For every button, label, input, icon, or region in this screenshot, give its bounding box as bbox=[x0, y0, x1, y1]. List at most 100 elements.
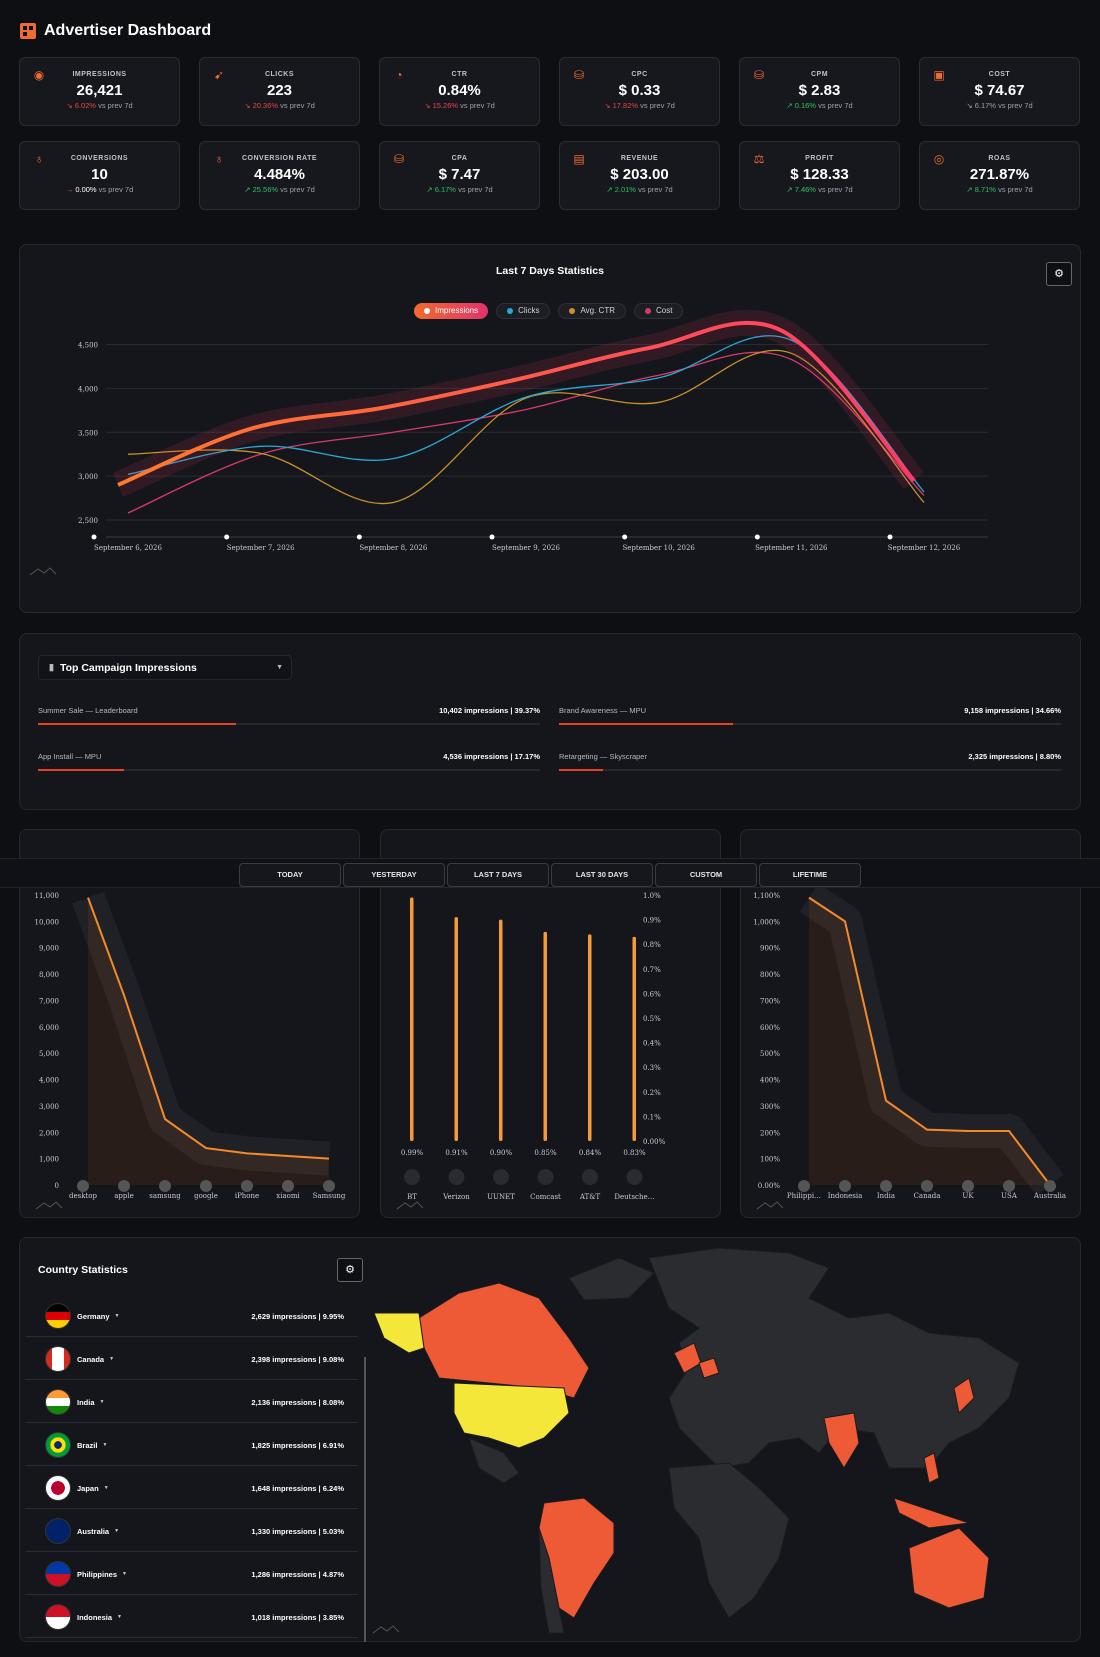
kpi-change-value: 6.17% bbox=[434, 185, 456, 194]
bar[interactable] bbox=[410, 897, 414, 1141]
bar[interactable] bbox=[632, 936, 637, 1141]
country-row-india[interactable]: India ▼ 2,136 impressions | 8.08% bbox=[25, 1382, 358, 1423]
map-region-mexico[interactable] bbox=[468, 1437, 520, 1484]
japan-flag-icon bbox=[45, 1475, 71, 1501]
kpi-change-value: 20.36% bbox=[252, 101, 279, 110]
y-tick-label: 0.4% bbox=[643, 1040, 661, 1048]
kpi-label: CPA bbox=[451, 155, 468, 162]
map-region-south-america-west[interactable] bbox=[538, 1527, 565, 1634]
legend-cost[interactable]: Cost bbox=[634, 303, 684, 319]
chevron-down-icon[interactable]: ▼ bbox=[103, 1485, 109, 1491]
chart-legend: Impressions Clicks Avg. CTR Cost bbox=[414, 303, 684, 319]
map-region-africa[interactable] bbox=[668, 1462, 790, 1619]
country-row-canada[interactable]: Canada ▼ 2,398 impressions | 9.08% bbox=[25, 1339, 358, 1380]
x-tick-dot bbox=[224, 534, 230, 540]
chevron-down-icon[interactable]: ▼ bbox=[109, 1356, 115, 1362]
bar[interactable] bbox=[499, 919, 503, 1141]
chevron-down-icon[interactable]: ▼ bbox=[102, 1442, 108, 1448]
trend-arrow-icon: ↘ bbox=[604, 101, 613, 110]
campaign-name: Summer Sale — Leaderboard bbox=[38, 706, 138, 715]
country-stat: 1,825 impressions | 6.91% bbox=[251, 1440, 344, 1450]
coins-icon: ⛁ bbox=[393, 152, 405, 166]
legend-clicks[interactable]: Clicks bbox=[496, 303, 551, 319]
chevron-down-icon[interactable]: ▼ bbox=[122, 1571, 127, 1577]
range-today-button[interactable]: TODAY bbox=[239, 863, 341, 887]
campaign-stat: 9,158 impressions | 34.66% bbox=[964, 706, 1061, 715]
kpi-value: 0.84% bbox=[438, 82, 481, 99]
x-tick-label: desktop bbox=[69, 1192, 97, 1200]
chevron-down-icon[interactable]: ▼ bbox=[117, 1614, 122, 1620]
wallet-icon: ▣ bbox=[933, 68, 945, 82]
map-region-canada[interactable] bbox=[418, 1282, 590, 1399]
map-region-india[interactable] bbox=[823, 1412, 860, 1469]
y-tick-label: 1,000% bbox=[753, 918, 780, 926]
country-row-philippines[interactable]: Philippines ▼ 1,286 impressions | 4.87% bbox=[25, 1554, 358, 1595]
brazil-flag-icon bbox=[45, 1432, 71, 1458]
country-stat: 2,629 impressions | 9.95% bbox=[251, 1311, 344, 1321]
map-region-alaska[interactable] bbox=[373, 1312, 425, 1354]
range-yesterday-button[interactable]: YESTERDAY bbox=[343, 863, 445, 887]
stats-chart-panel bbox=[19, 244, 1081, 613]
country-row-brazil[interactable]: Brazil ▼ 1,825 impressions | 6.91% bbox=[25, 1425, 358, 1466]
bar[interactable] bbox=[454, 917, 459, 1141]
range-lifetime-button[interactable]: LIFETIME bbox=[759, 863, 861, 887]
range-custom-button[interactable]: CUSTOM bbox=[655, 863, 757, 887]
x-tick-dot bbox=[91, 534, 97, 540]
kpi-value: 4.484% bbox=[254, 166, 305, 183]
bar[interactable] bbox=[543, 931, 548, 1141]
chart-settings-button[interactable]: ⚙ bbox=[1046, 262, 1072, 286]
kpi-card-conversion-rate: ♁ CONVERSION RATE 4.484% ↗ 25.56% vs prev 7… bbox=[199, 141, 360, 210]
y-tick-label: 900% bbox=[760, 945, 780, 953]
trend-arrow-icon: → bbox=[65, 185, 76, 194]
kpi-change-value: 6.02% bbox=[74, 101, 96, 110]
y-tick-label: 8,000 bbox=[39, 971, 59, 979]
country-list-scrollbar[interactable] bbox=[364, 1357, 366, 1642]
x-tick-label: September 7, 2026 bbox=[227, 544, 295, 552]
area-line bbox=[808, 896, 1051, 1186]
legend-label: Clicks bbox=[518, 306, 540, 315]
isp-logo-icon bbox=[448, 1169, 465, 1185]
country-settings-button[interactable]: ⚙ bbox=[337, 1258, 363, 1282]
country-row-germany[interactable]: Germany ▼ 2,629 impressions | 9.95% bbox=[25, 1296, 358, 1337]
x-tick-label: September 11, 2026 bbox=[755, 544, 828, 552]
range-last-7-days-button[interactable]: LAST 7 DAYS bbox=[447, 863, 549, 887]
country-row-japan[interactable]: Japan ▼ 1,648 impressions | 6.24% bbox=[25, 1468, 358, 1509]
coins-icon: ⛁ bbox=[753, 68, 765, 82]
legend-avgctr[interactable]: Avg. CTR bbox=[558, 303, 626, 319]
category-logo-icon bbox=[323, 1180, 335, 1192]
x-tick-dot bbox=[754, 534, 760, 540]
y-tick-label: 0.2% bbox=[643, 1089, 661, 1097]
map-region-philippines[interactable] bbox=[923, 1452, 940, 1484]
kpi-change-suffix: vs prev 7d bbox=[458, 101, 495, 110]
category-logo-icon bbox=[1044, 1180, 1056, 1192]
legend-impressions[interactable]: Impressions bbox=[414, 303, 489, 319]
x-tick-label: USA bbox=[1001, 1192, 1018, 1200]
map-region-indonesia[interactable] bbox=[893, 1497, 970, 1529]
map-region-eurasia[interactable] bbox=[648, 1247, 1020, 1469]
map-region-germany[interactable] bbox=[698, 1357, 720, 1379]
campaign-row: Brand Awareness — MPU 9,158 impressions |… bbox=[559, 706, 1061, 725]
kpi-value: 271.87% bbox=[969, 166, 1030, 183]
chevron-down-icon[interactable]: ▼ bbox=[114, 1313, 120, 1319]
bar[interactable] bbox=[588, 934, 592, 1141]
x-tick-label: September 8, 2026 bbox=[359, 544, 427, 552]
map-region-japan[interactable] bbox=[953, 1377, 975, 1415]
map-region-australia[interactable] bbox=[908, 1527, 990, 1609]
country-row-indonesia[interactable]: Indonesia ▼ 1,018 impressions | 3.85% bbox=[25, 1597, 358, 1638]
range-last-30-days-button[interactable]: LAST 30 DAYS bbox=[551, 863, 653, 887]
legend-dot-icon bbox=[645, 308, 651, 314]
germany-flag-icon bbox=[45, 1303, 71, 1329]
map-region-usa[interactable] bbox=[453, 1382, 570, 1449]
top-campaigns-dropdown[interactable]: ▮ Top Campaign Impressions ▼ bbox=[38, 655, 292, 680]
chevron-down-icon[interactable]: ▼ bbox=[114, 1528, 120, 1534]
category-logo-icon bbox=[159, 1180, 171, 1192]
bar-data-label: 0.84% bbox=[579, 1149, 602, 1157]
map-region-greenland[interactable] bbox=[568, 1257, 655, 1301]
y-tick-label: 0.00% bbox=[643, 1138, 666, 1146]
country-row-australia[interactable]: Australia ▼ 1,330 impressions | 5.03% bbox=[25, 1511, 358, 1552]
campaign-stat: 10,402 impressions | 39.37% bbox=[439, 706, 540, 715]
legend-label: Impressions bbox=[435, 306, 479, 315]
chevron-down-icon[interactable]: ▼ bbox=[99, 1399, 105, 1405]
kpi-change: ↗ 0.16% vs prev 7d bbox=[740, 101, 899, 110]
kpi-card-cpm: ⛁ CPM $ 2.83 ↗ 0.16% vs prev 7d bbox=[739, 57, 900, 126]
